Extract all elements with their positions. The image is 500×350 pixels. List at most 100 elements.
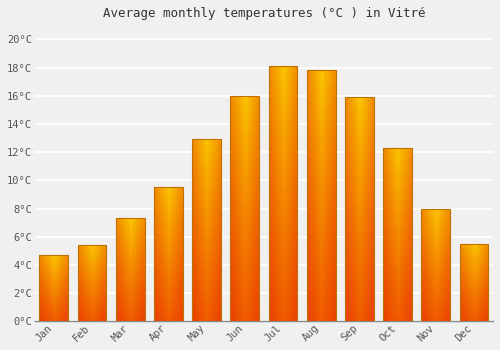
Bar [436,231,437,234]
Bar [62,262,64,263]
Bar [208,294,210,299]
Bar [212,176,214,180]
Bar [274,155,276,162]
Bar [486,296,487,298]
Bar [78,296,79,299]
Bar [270,219,272,226]
Bar [138,249,139,252]
Bar [398,308,399,313]
Bar [89,287,90,289]
Bar [438,245,440,248]
Bar [322,96,324,102]
Bar [79,279,80,281]
Bar [365,103,366,108]
Bar [390,239,392,243]
Bar [386,248,388,252]
Bar [56,283,58,285]
Bar [140,298,141,301]
Bar [438,257,440,259]
Bar [245,124,246,130]
Bar [99,247,100,249]
Bar [202,267,203,271]
Bar [210,153,211,158]
Bar [96,293,98,295]
Bar [136,298,138,301]
Bar [460,275,461,277]
Bar [180,264,182,268]
Bar [433,245,434,248]
Bar [139,249,140,252]
Bar [288,149,290,155]
Bar [204,262,205,267]
Bar [170,191,172,194]
Bar [358,136,360,142]
Bar [350,215,351,220]
Bar [99,312,100,314]
Bar [384,261,386,265]
Bar [86,272,88,274]
Bar [172,291,174,295]
Bar [96,306,98,308]
Bar [434,228,436,231]
Bar [468,252,469,253]
Bar [140,229,141,231]
Bar [238,248,239,254]
Bar [88,281,89,283]
Bar [180,191,182,194]
Bar [390,252,392,256]
Bar [254,259,255,265]
Bar [286,226,288,232]
Bar [256,265,258,271]
Bar [426,231,427,234]
Bar [438,254,440,257]
Bar [98,272,99,274]
Bar [126,226,128,229]
Bar [360,159,361,164]
Bar [322,271,324,278]
Bar [345,209,346,215]
Bar [474,263,476,265]
Bar [164,231,166,234]
Bar [244,152,245,158]
Bar [392,191,394,196]
Bar [170,271,172,274]
Bar [158,311,160,315]
Bar [288,219,290,226]
Bar [370,299,371,304]
Bar [394,269,396,274]
Bar [365,237,366,243]
Bar [481,279,482,281]
Bar [157,211,158,214]
Bar [334,208,336,215]
Bar [437,265,438,268]
Bar [440,273,442,276]
Bar [430,273,432,276]
Bar [89,249,90,251]
Bar [234,203,235,209]
Bar [118,308,119,311]
Bar [484,306,486,308]
Bar [164,304,166,308]
Bar [95,291,96,293]
Bar [346,181,348,187]
Bar [130,278,132,280]
Bar [206,248,208,253]
Bar [51,290,52,292]
Bar [444,228,446,231]
Bar [202,162,203,167]
Bar [214,235,215,239]
Bar [433,316,434,318]
Bar [51,318,52,320]
Bar [470,315,471,317]
Bar [160,268,161,271]
Bar [296,85,298,92]
Bar [481,263,482,265]
Bar [398,165,399,170]
Bar [78,260,79,262]
Bar [386,234,388,239]
Bar [428,285,430,287]
Bar [288,200,290,206]
Bar [288,79,290,85]
Bar [50,313,51,315]
Bar [462,288,464,290]
